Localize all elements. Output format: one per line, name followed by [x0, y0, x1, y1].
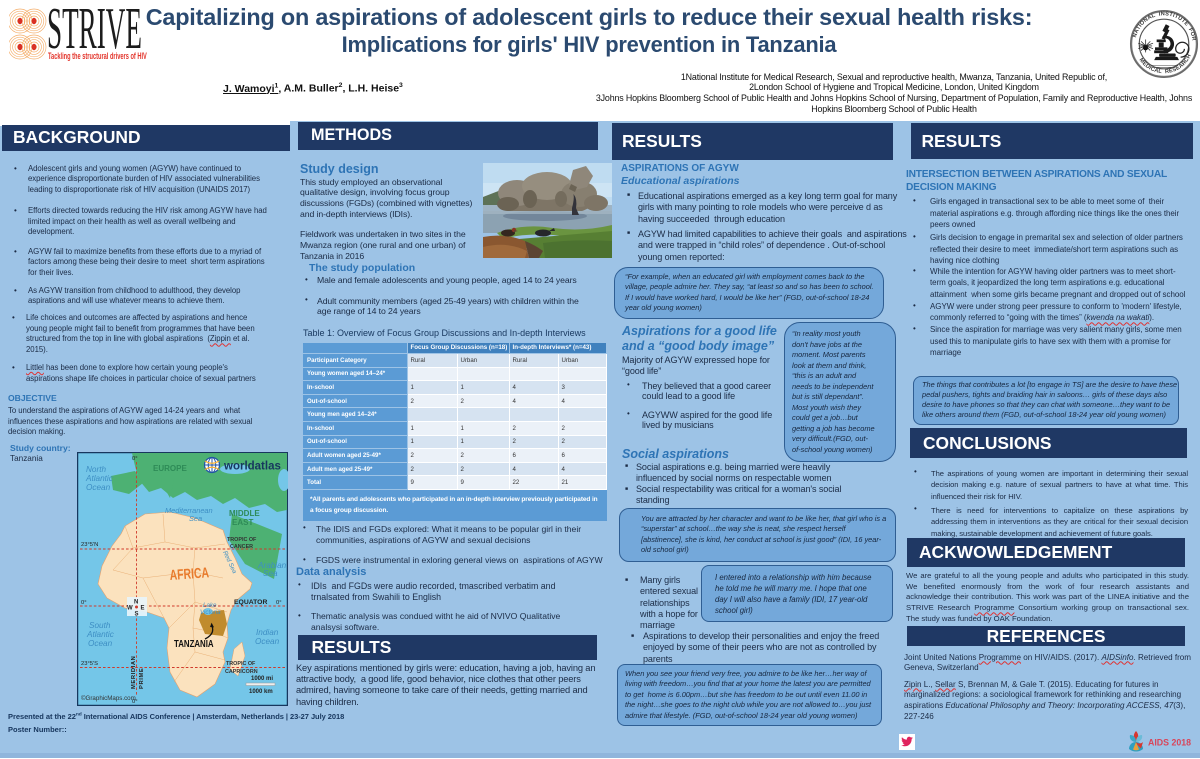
- svg-text:MIDDLE: MIDDLE: [229, 509, 260, 518]
- svg-text:CANCER: CANCER: [230, 544, 253, 550]
- svg-text:MERIDIAN: MERIDIAN: [131, 656, 137, 689]
- svg-text:W: W: [127, 606, 133, 612]
- svg-text:EAST: EAST: [232, 518, 253, 527]
- svg-text:AIDS 2018: AIDS 2018: [1148, 738, 1191, 748]
- svg-text:Atlantic: Atlantic: [86, 630, 114, 639]
- svg-text:Sea: Sea: [263, 569, 278, 578]
- svg-text:E: E: [141, 606, 145, 612]
- svg-text:Sea: Sea: [189, 514, 202, 523]
- svg-text:1000 km: 1000 km: [249, 689, 273, 695]
- svg-text:0°: 0°: [81, 600, 87, 606]
- svg-text:0°: 0°: [132, 456, 138, 462]
- svg-text:Victoria: Victoria: [200, 609, 221, 616]
- svg-text:EUROPE: EUROPE: [153, 464, 187, 473]
- svg-text:Lake: Lake: [203, 602, 217, 609]
- svg-text:Ocean: Ocean: [86, 483, 111, 492]
- svg-text:Ocean: Ocean: [88, 639, 113, 648]
- svg-text:TANZANIA: TANZANIA: [174, 638, 214, 649]
- svg-text:1000 mi: 1000 mi: [251, 676, 273, 682]
- svg-text:S: S: [135, 612, 139, 618]
- svg-text:TROPIC OF: TROPIC OF: [227, 537, 257, 543]
- svg-text:worldatlas: worldatlas: [223, 461, 281, 473]
- svg-text:0°: 0°: [276, 600, 282, 606]
- svg-text:©GraphicMaps.com: ©GraphicMaps.com: [81, 695, 136, 702]
- svg-text:23°5'S: 23°5'S: [81, 661, 98, 667]
- svg-text:EQUATOR: EQUATOR: [234, 599, 267, 606]
- svg-text:23°5'N: 23°5'N: [81, 542, 98, 548]
- svg-text:CAPRICORN: CAPRICORN: [225, 669, 258, 675]
- svg-text:North: North: [86, 465, 106, 474]
- svg-text:South: South: [89, 621, 111, 630]
- svg-text:0°: 0°: [132, 699, 138, 705]
- svg-text:AFRICA: AFRICA: [169, 565, 209, 584]
- svg-text:Ocean: Ocean: [255, 637, 280, 646]
- svg-text:PRIME: PRIME: [139, 668, 145, 689]
- svg-text:N: N: [134, 600, 138, 606]
- svg-text:TROPIC OF: TROPIC OF: [226, 661, 256, 667]
- svg-text:Mediterranean: Mediterranean: [165, 506, 213, 515]
- svg-text:Indian: Indian: [256, 628, 279, 637]
- svg-text:Arabian: Arabian: [257, 561, 287, 570]
- svg-text:Atlantic: Atlantic: [85, 474, 113, 483]
